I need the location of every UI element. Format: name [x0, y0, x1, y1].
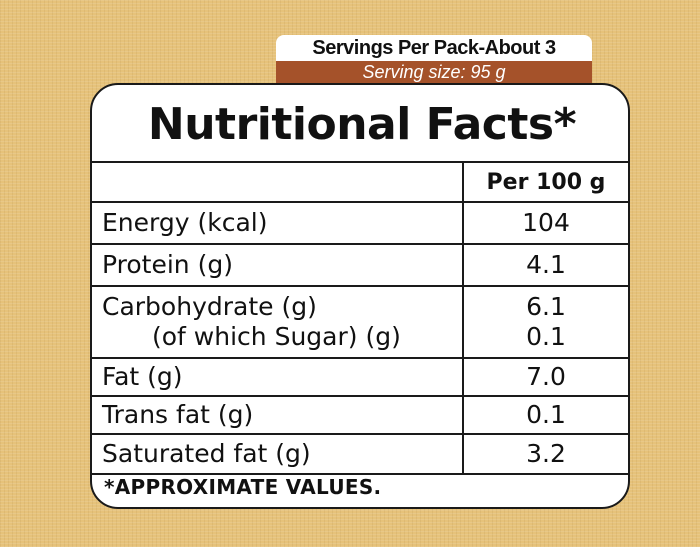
footnote: *APPROXIMATE VALUES. [104, 475, 382, 499]
table-row: Trans fat (g) 0.1 [92, 395, 628, 434]
row-label-fat: Fat (g) [92, 357, 464, 396]
carbohydrate-label: Carbohydrate (g) [102, 292, 317, 321]
column-header: Per 100 g [463, 161, 628, 202]
table-header-row: Per 100 g [92, 161, 628, 202]
row-label-protein: Protein (g) [92, 243, 464, 286]
table-row: Carbohydrate (g) (of which Sugar) (g) 6.… [92, 285, 628, 358]
table-row: Protein (g) 4.1 [92, 243, 628, 286]
nutrition-table: Per 100 g Energy (kcal) 104 Protein (g) … [92, 161, 628, 475]
row-value-saturated-fat: 3.2 [463, 433, 628, 475]
nutrition-facts-panel: Nutritional Facts* Per 100 g Energy (kca… [90, 83, 630, 509]
servings-per-pack: Servings Per Pack-About 3 [276, 35, 592, 61]
serving-size: Serving size: 95 g [276, 61, 592, 83]
row-value-fat: 7.0 [463, 357, 628, 396]
row-label-energy: Energy (kcal) [92, 201, 464, 244]
row-value-protein: 4.1 [463, 243, 628, 286]
row-label-saturated-fat: Saturated fat (g) [92, 433, 464, 475]
serving-info-box: Servings Per Pack-About 3 Serving size: … [276, 35, 592, 83]
sugar-value: 0.1 [526, 322, 566, 351]
table-row: Saturated fat (g) 3.2 [92, 433, 628, 475]
header-blank-cell [92, 161, 464, 202]
row-value-energy: 104 [463, 201, 628, 244]
row-value-carbohydrate: 6.1 0.1 [463, 285, 628, 358]
sugar-label: (of which Sugar) (g) [152, 322, 401, 351]
row-label-trans-fat: Trans fat (g) [92, 395, 464, 434]
row-label-carbohydrate: Carbohydrate (g) (of which Sugar) (g) [92, 285, 464, 358]
table-row: Fat (g) 7.0 [92, 357, 628, 396]
table-row: Energy (kcal) 104 [92, 201, 628, 244]
row-value-trans-fat: 0.1 [463, 395, 628, 434]
panel-title: Nutritional Facts* [147, 99, 577, 150]
carbohydrate-value: 6.1 [526, 292, 566, 321]
